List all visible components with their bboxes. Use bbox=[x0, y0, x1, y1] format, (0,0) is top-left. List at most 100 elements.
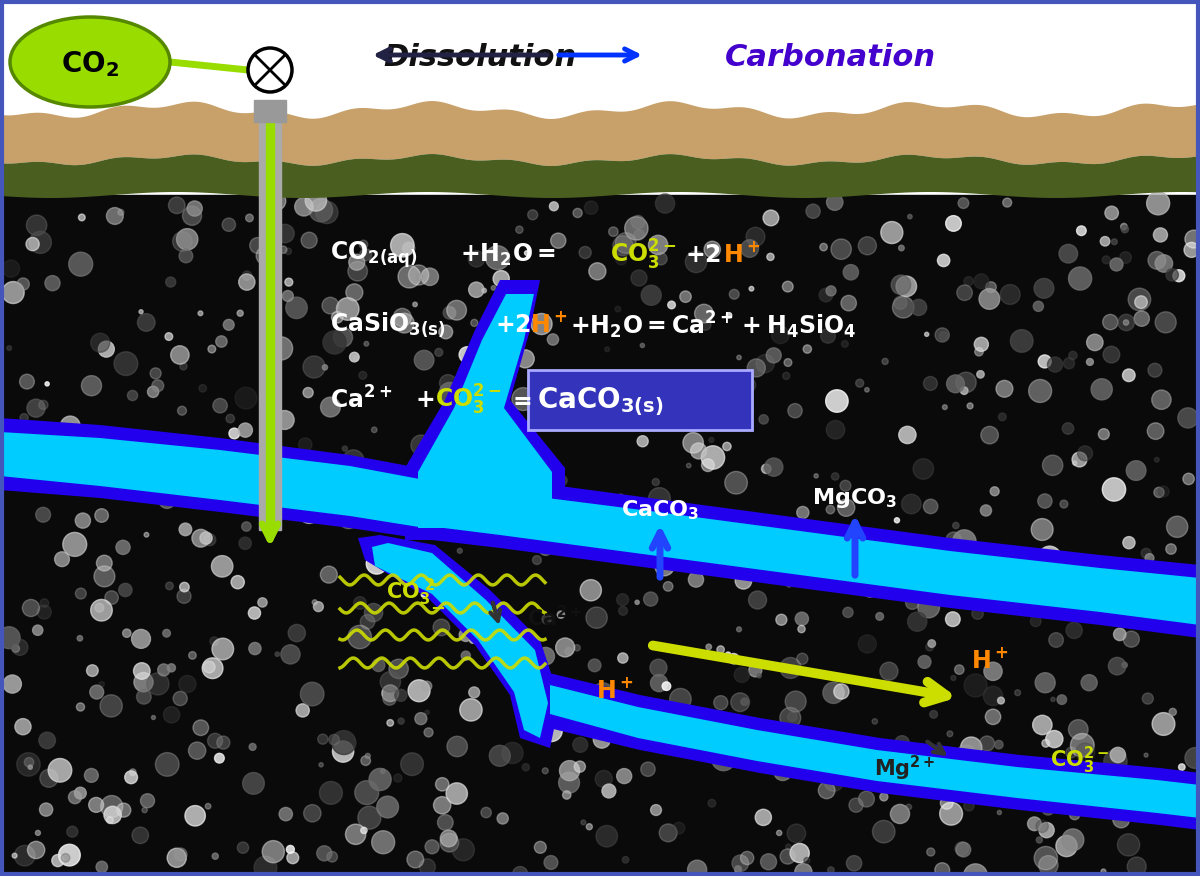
Circle shape bbox=[826, 505, 835, 514]
Bar bbox=[0, 195, 1200, 876]
Circle shape bbox=[1031, 519, 1054, 540]
Circle shape bbox=[1178, 408, 1198, 428]
Circle shape bbox=[199, 385, 206, 392]
Circle shape bbox=[587, 548, 599, 560]
Polygon shape bbox=[415, 468, 1200, 638]
Circle shape bbox=[288, 625, 306, 642]
Circle shape bbox=[101, 795, 122, 817]
Circle shape bbox=[1118, 314, 1134, 331]
Circle shape bbox=[390, 234, 414, 257]
Circle shape bbox=[637, 435, 648, 447]
Circle shape bbox=[716, 646, 725, 653]
Circle shape bbox=[610, 536, 614, 541]
Circle shape bbox=[275, 652, 280, 656]
Circle shape bbox=[934, 588, 941, 595]
Circle shape bbox=[486, 246, 510, 270]
Circle shape bbox=[96, 861, 108, 872]
Circle shape bbox=[725, 471, 748, 494]
Circle shape bbox=[631, 215, 644, 229]
Circle shape bbox=[617, 768, 631, 784]
Circle shape bbox=[742, 378, 756, 392]
Circle shape bbox=[96, 555, 112, 571]
Circle shape bbox=[242, 773, 264, 795]
Circle shape bbox=[984, 662, 1002, 681]
Circle shape bbox=[242, 271, 252, 280]
Circle shape bbox=[894, 550, 912, 568]
Circle shape bbox=[457, 548, 462, 554]
Circle shape bbox=[336, 298, 359, 321]
Circle shape bbox=[1038, 546, 1061, 569]
Circle shape bbox=[287, 845, 294, 853]
Circle shape bbox=[899, 427, 916, 443]
Circle shape bbox=[28, 765, 32, 769]
Circle shape bbox=[383, 692, 396, 705]
Circle shape bbox=[354, 597, 366, 610]
Circle shape bbox=[446, 783, 468, 804]
Circle shape bbox=[82, 376, 102, 396]
Circle shape bbox=[689, 572, 703, 587]
Circle shape bbox=[268, 192, 286, 210]
Circle shape bbox=[602, 784, 616, 798]
Circle shape bbox=[776, 830, 782, 836]
Text: $\mathbf{+ 2}$: $\mathbf{+ 2}$ bbox=[685, 243, 721, 267]
Circle shape bbox=[280, 246, 287, 253]
Circle shape bbox=[923, 545, 934, 555]
Circle shape bbox=[533, 393, 544, 404]
Circle shape bbox=[281, 645, 300, 664]
Circle shape bbox=[1003, 198, 1012, 207]
Text: $\mathbf{CO_2}$: $\mathbf{CO_2}$ bbox=[61, 49, 119, 79]
Circle shape bbox=[266, 503, 272, 509]
Circle shape bbox=[730, 289, 739, 300]
Circle shape bbox=[596, 825, 618, 847]
Circle shape bbox=[150, 368, 161, 379]
Circle shape bbox=[925, 332, 929, 336]
Circle shape bbox=[1072, 452, 1087, 467]
Circle shape bbox=[440, 830, 457, 847]
Circle shape bbox=[446, 300, 467, 320]
Circle shape bbox=[1036, 673, 1055, 693]
Circle shape bbox=[1001, 285, 1020, 305]
Circle shape bbox=[1060, 592, 1078, 610]
Circle shape bbox=[784, 358, 792, 366]
Circle shape bbox=[725, 387, 740, 403]
Circle shape bbox=[304, 387, 313, 398]
Circle shape bbox=[198, 311, 203, 315]
Circle shape bbox=[935, 328, 949, 343]
Circle shape bbox=[1038, 494, 1052, 508]
Circle shape bbox=[1112, 811, 1129, 828]
Circle shape bbox=[998, 413, 1007, 420]
Circle shape bbox=[533, 555, 541, 564]
Circle shape bbox=[818, 782, 835, 799]
Circle shape bbox=[907, 215, 912, 219]
Circle shape bbox=[1154, 457, 1159, 463]
Circle shape bbox=[876, 612, 883, 620]
Polygon shape bbox=[550, 685, 1200, 818]
Circle shape bbox=[740, 851, 754, 865]
Circle shape bbox=[116, 803, 131, 817]
Circle shape bbox=[408, 680, 430, 702]
Circle shape bbox=[77, 635, 83, 641]
Circle shape bbox=[398, 718, 404, 724]
Circle shape bbox=[558, 476, 568, 485]
Circle shape bbox=[210, 637, 218, 646]
Circle shape bbox=[302, 356, 325, 378]
Circle shape bbox=[660, 536, 668, 544]
Circle shape bbox=[304, 804, 322, 822]
Circle shape bbox=[709, 437, 714, 442]
Circle shape bbox=[880, 793, 888, 801]
Circle shape bbox=[902, 742, 907, 746]
Circle shape bbox=[491, 286, 496, 290]
Circle shape bbox=[187, 201, 203, 216]
Text: $\mathbf{CaCO_3}$: $\mathbf{CaCO_3}$ bbox=[620, 498, 700, 522]
Circle shape bbox=[166, 582, 173, 590]
Circle shape bbox=[990, 487, 1000, 496]
Text: $\mathbf{H^+}$: $\mathbf{H^+}$ bbox=[596, 677, 634, 703]
Circle shape bbox=[572, 738, 588, 752]
Circle shape bbox=[695, 304, 713, 323]
Circle shape bbox=[452, 838, 474, 861]
Circle shape bbox=[456, 373, 476, 393]
Circle shape bbox=[520, 687, 523, 691]
Circle shape bbox=[1141, 548, 1151, 558]
Circle shape bbox=[1069, 351, 1078, 359]
Circle shape bbox=[185, 806, 205, 826]
